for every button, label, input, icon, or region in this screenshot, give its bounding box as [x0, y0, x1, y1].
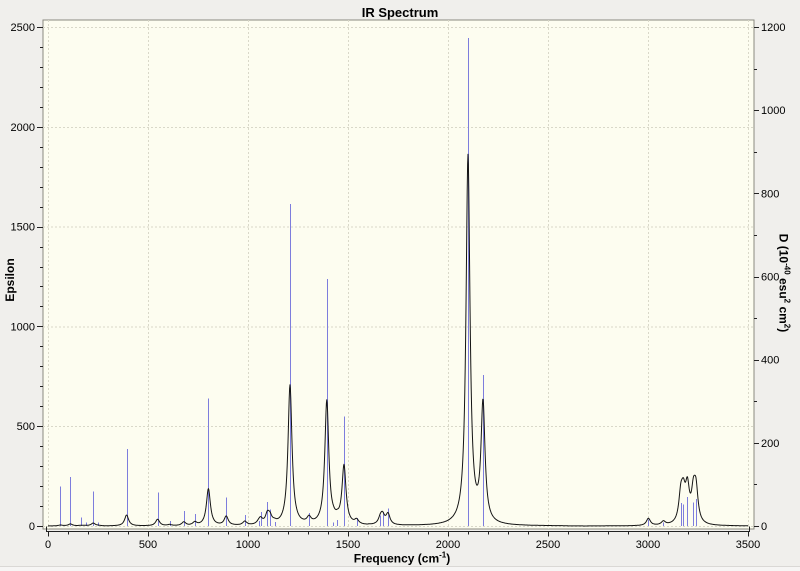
chart-title: IR Spectrum: [361, 5, 439, 20]
y-left-axis-label: Epsilon: [3, 258, 17, 302]
y-right-tick-label: 600: [761, 272, 779, 284]
y-left-tick-label: 1000: [11, 321, 35, 333]
x-tick-label: 1000: [236, 539, 260, 551]
y-left-tick-label: 2000: [11, 122, 35, 134]
y-left-tick-label: 1500: [11, 222, 35, 234]
x-tick-label: 2500: [536, 539, 560, 551]
y-right-tick-label: 1200: [761, 22, 785, 34]
y-right-tick-label: 200: [761, 438, 779, 450]
x-tick-label: 3500: [736, 539, 760, 551]
epsilon-curve: [47, 153, 749, 527]
y-right-tick-label: 400: [761, 355, 779, 367]
gridlines: [43, 20, 754, 529]
y-right-tick-label: 0: [761, 521, 767, 533]
y-left-tick-label: 500: [17, 421, 35, 433]
x-tick-label: 3000: [636, 539, 660, 551]
x-tick-label: 1500: [336, 539, 360, 551]
y-left-tick-label: 0: [29, 521, 35, 533]
y-right-tick-label: 800: [761, 188, 779, 200]
plot-area: [42, 19, 755, 530]
y-right-axis: 0 200 400 600 800 1000 1200: [754, 22, 785, 533]
x-axis-label: Frequency (cm-1): [353, 550, 451, 566]
y-right-tick-label: 1000: [761, 105, 785, 117]
y-left-tick-label: 2500: [11, 22, 35, 34]
window-bottom-edge: [0, 566, 800, 571]
x-tick-label: 500: [139, 539, 157, 551]
x-tick-label: 2000: [436, 539, 460, 551]
y-right-axis-label: D (10-40 esu2 cm2): [776, 233, 792, 333]
y-left-axis: 0 500 1000 1500 2000 2500: [11, 22, 43, 533]
x-axis: 0 500 1000 1500 2000 2500 3000 3500: [45, 526, 760, 551]
x-tick-label: 0: [45, 539, 51, 551]
